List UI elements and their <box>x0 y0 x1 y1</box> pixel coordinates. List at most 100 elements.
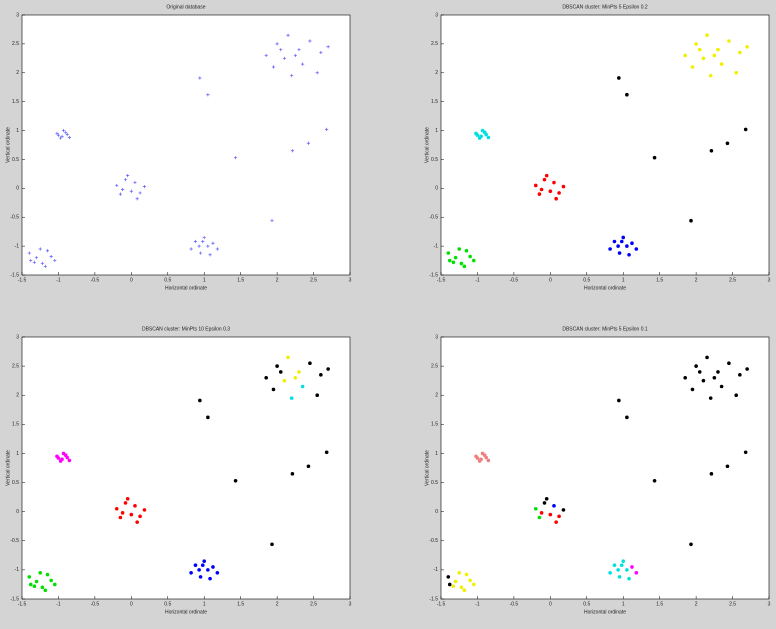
point <box>616 244 620 248</box>
point <box>627 252 631 257</box>
point <box>64 130 68 134</box>
plot-area <box>440 336 770 600</box>
point <box>694 42 698 46</box>
point <box>315 71 319 75</box>
x-tick-label: 1.5 <box>237 601 244 607</box>
x-tick-label: 1 <box>203 601 206 607</box>
y-tick-label: 3 <box>435 334 438 340</box>
x-tick-label: 1.5 <box>656 601 663 607</box>
y-tick-label: 0 <box>435 509 438 515</box>
point <box>734 393 738 398</box>
point <box>297 48 301 52</box>
x-tick-label: 3 <box>768 277 771 283</box>
y-axis-label: Vertical ordinate <box>5 450 11 486</box>
y-tick-label: -1.5 <box>10 596 19 602</box>
y-tick-label: -1 <box>15 567 20 573</box>
y-tick-label: 2.5 <box>431 363 438 369</box>
point <box>198 575 203 579</box>
point <box>306 464 311 469</box>
point <box>486 458 491 463</box>
x-tick-label: 0 <box>549 277 552 283</box>
point <box>326 45 330 49</box>
point <box>32 260 36 264</box>
point <box>479 457 483 462</box>
point <box>554 196 558 201</box>
x-tick-label: -1 <box>475 277 480 283</box>
x-tick-label: 1 <box>622 601 625 607</box>
point <box>621 559 626 563</box>
point <box>479 134 483 139</box>
point <box>475 456 480 460</box>
point <box>271 387 276 392</box>
y-axis-label: Vertical ordinate <box>424 450 430 486</box>
point <box>189 247 193 251</box>
point <box>206 244 210 248</box>
y-tick-label: 1.5 <box>12 422 19 428</box>
point <box>652 479 657 483</box>
point <box>59 136 63 140</box>
point <box>738 50 742 55</box>
x-tick-label: 0 <box>130 277 133 283</box>
y-tick-label: -1 <box>15 243 20 249</box>
point <box>300 384 305 389</box>
y-tick-label: -1.5 <box>10 272 19 278</box>
point <box>716 47 720 52</box>
y-tick-label: 0 <box>435 186 438 192</box>
point <box>447 582 452 587</box>
point <box>627 576 631 581</box>
point <box>233 156 238 160</box>
point <box>708 396 713 400</box>
x-tick-label: 2.5 <box>729 277 736 283</box>
x-tick-label: 2 <box>276 601 279 607</box>
point <box>289 396 294 400</box>
point <box>38 247 42 251</box>
y-tick-label: 2 <box>435 70 438 76</box>
point <box>293 53 297 58</box>
y-tick-label: 2 <box>16 393 19 399</box>
point <box>233 479 238 483</box>
point <box>135 520 139 524</box>
x-tick-label: -1.5 <box>18 277 27 283</box>
point <box>734 70 738 75</box>
point <box>554 520 558 524</box>
point <box>197 568 201 572</box>
point <box>264 375 268 380</box>
point <box>472 582 476 587</box>
point <box>619 239 624 244</box>
point <box>40 261 45 266</box>
point <box>319 50 323 55</box>
x-tick-label: 0 <box>130 601 133 607</box>
point <box>457 247 462 251</box>
point <box>326 367 330 371</box>
point <box>464 248 469 253</box>
point <box>453 579 458 584</box>
point <box>459 585 464 590</box>
y-tick-label: -1.5 <box>429 272 438 278</box>
point <box>306 141 311 145</box>
point <box>138 514 142 519</box>
point <box>533 183 538 188</box>
point <box>34 256 39 260</box>
x-tick-label: 0.5 <box>583 277 590 283</box>
x-tick-label: 2.5 <box>310 277 317 283</box>
point <box>616 568 620 572</box>
point <box>557 514 561 519</box>
plot-area <box>440 14 770 276</box>
point <box>138 191 142 195</box>
point <box>63 453 68 457</box>
x-tick-label: -1.5 <box>437 601 446 607</box>
point <box>275 364 279 368</box>
point <box>542 501 547 505</box>
x-tick-label: -0.5 <box>510 277 519 283</box>
point <box>120 511 125 515</box>
point <box>120 187 125 192</box>
point <box>198 398 202 403</box>
point <box>55 131 59 136</box>
point <box>325 127 329 131</box>
point <box>193 563 198 568</box>
x-tick-label: -1.5 <box>18 601 27 607</box>
point <box>123 178 128 182</box>
point <box>208 253 212 257</box>
y-tick-label: 1 <box>435 128 438 134</box>
x-tick-label: 2 <box>695 601 698 607</box>
